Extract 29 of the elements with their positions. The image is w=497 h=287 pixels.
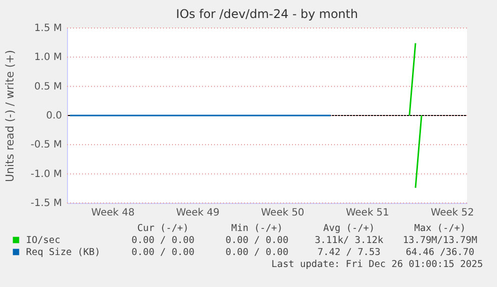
y-tick-label: -1.5 M xyxy=(30,198,62,209)
chart-title: IOs for /dev/dm-24 - by month xyxy=(176,7,358,21)
y-tick-label: 0.5 M xyxy=(34,81,62,92)
text: 3.11k/ 3.12k xyxy=(314,235,384,246)
y-tick-label: 0.0 xyxy=(46,110,62,122)
text: Cur (-/+) xyxy=(137,223,189,234)
y-tick-label: -0.5 M xyxy=(30,140,62,151)
text: Min (-/+) xyxy=(231,223,283,234)
y-tick-label: 1.5 M xyxy=(34,23,62,34)
text: 0.00 / 0.00 xyxy=(226,235,289,246)
x-tick-label: Week 49 xyxy=(176,208,220,218)
text: Avg (-/+) xyxy=(323,223,375,234)
x-tick-label: Week 51 xyxy=(346,208,390,218)
y-tick-label: 1.0 M xyxy=(34,52,62,64)
legend-label: Req Size (KB) xyxy=(26,247,100,258)
text: Max (-/+) xyxy=(414,223,466,234)
text: 64.46 /36.70 xyxy=(406,247,475,258)
text: 0.00 / 0.00 xyxy=(132,235,195,246)
text: 0.00 / 0.00 xyxy=(132,247,195,258)
text: 7.42 / 7.53 xyxy=(318,247,380,258)
x-tick-label: Week 50 xyxy=(260,208,304,218)
y-tick-label: -1.0 M xyxy=(30,168,62,180)
text: Last update: Fri Dec 26 01:00:15 2025 xyxy=(271,259,483,270)
legend-label: IO/sec xyxy=(26,235,60,246)
y-axis-title: Units read (-) / write (+) xyxy=(4,50,16,182)
x-tick-label: Week 52 xyxy=(430,208,474,218)
text: 13.79M/13.79M xyxy=(402,235,478,246)
x-tick-label: Week 48 xyxy=(91,208,135,218)
text: 0.00 / 0.00 xyxy=(226,247,289,258)
